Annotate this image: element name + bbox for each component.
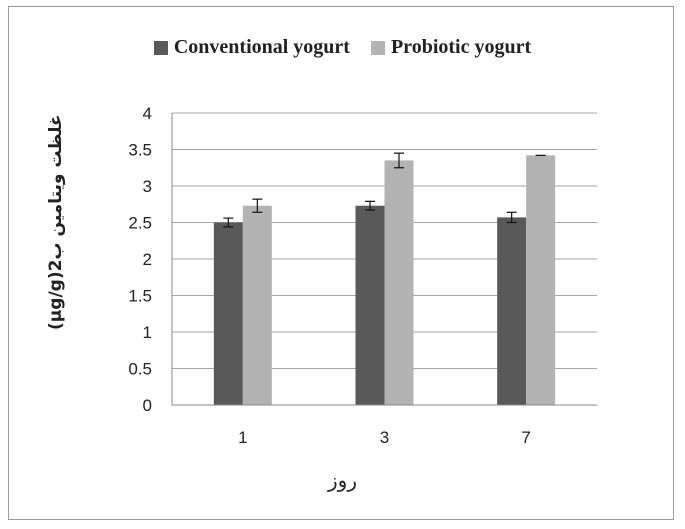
x-tick-label-0: 1 (238, 428, 247, 447)
bar-s0-c0 (213, 222, 243, 405)
legend-label-probiotic: Probiotic yogurt (390, 36, 532, 58)
bar-s0-c1 (355, 205, 385, 405)
bar-s0-c2 (497, 217, 527, 405)
y-tick-label-3: 1.5 (128, 287, 152, 306)
legend-swatch-probiotic (370, 40, 385, 55)
y-tick-label-4: 2 (143, 250, 152, 269)
x-tick-label-1: 3 (380, 428, 389, 447)
bar-s1-c0 (242, 205, 272, 405)
legend-label-conventional: Conventional yogurt (173, 36, 350, 58)
y-tick-label-5: 2.5 (128, 214, 152, 233)
legend-item-conventional: Conventional yogurt (153, 36, 350, 59)
y-tick-label-1: 0.5 (128, 360, 152, 379)
legend: Conventional yogurt Probiotic yogurt (0, 36, 685, 61)
y-tick-label-7: 3.5 (128, 141, 152, 160)
bar-s1-c1 (384, 160, 414, 405)
chart-frame (8, 6, 674, 520)
legend-item-probiotic: Probiotic yogurt (370, 36, 532, 59)
y-tick-label-0: 0 (143, 396, 152, 415)
legend-swatch-conventional (153, 40, 168, 55)
x-axis-label: روز (328, 468, 357, 492)
y-tick-label-2: 1 (143, 323, 152, 342)
bar-s1-c2 (526, 155, 556, 405)
y-tick-label-8: 4 (143, 104, 152, 123)
y-tick-label-6: 3 (143, 177, 152, 196)
x-tick-label-2: 7 (521, 428, 530, 447)
